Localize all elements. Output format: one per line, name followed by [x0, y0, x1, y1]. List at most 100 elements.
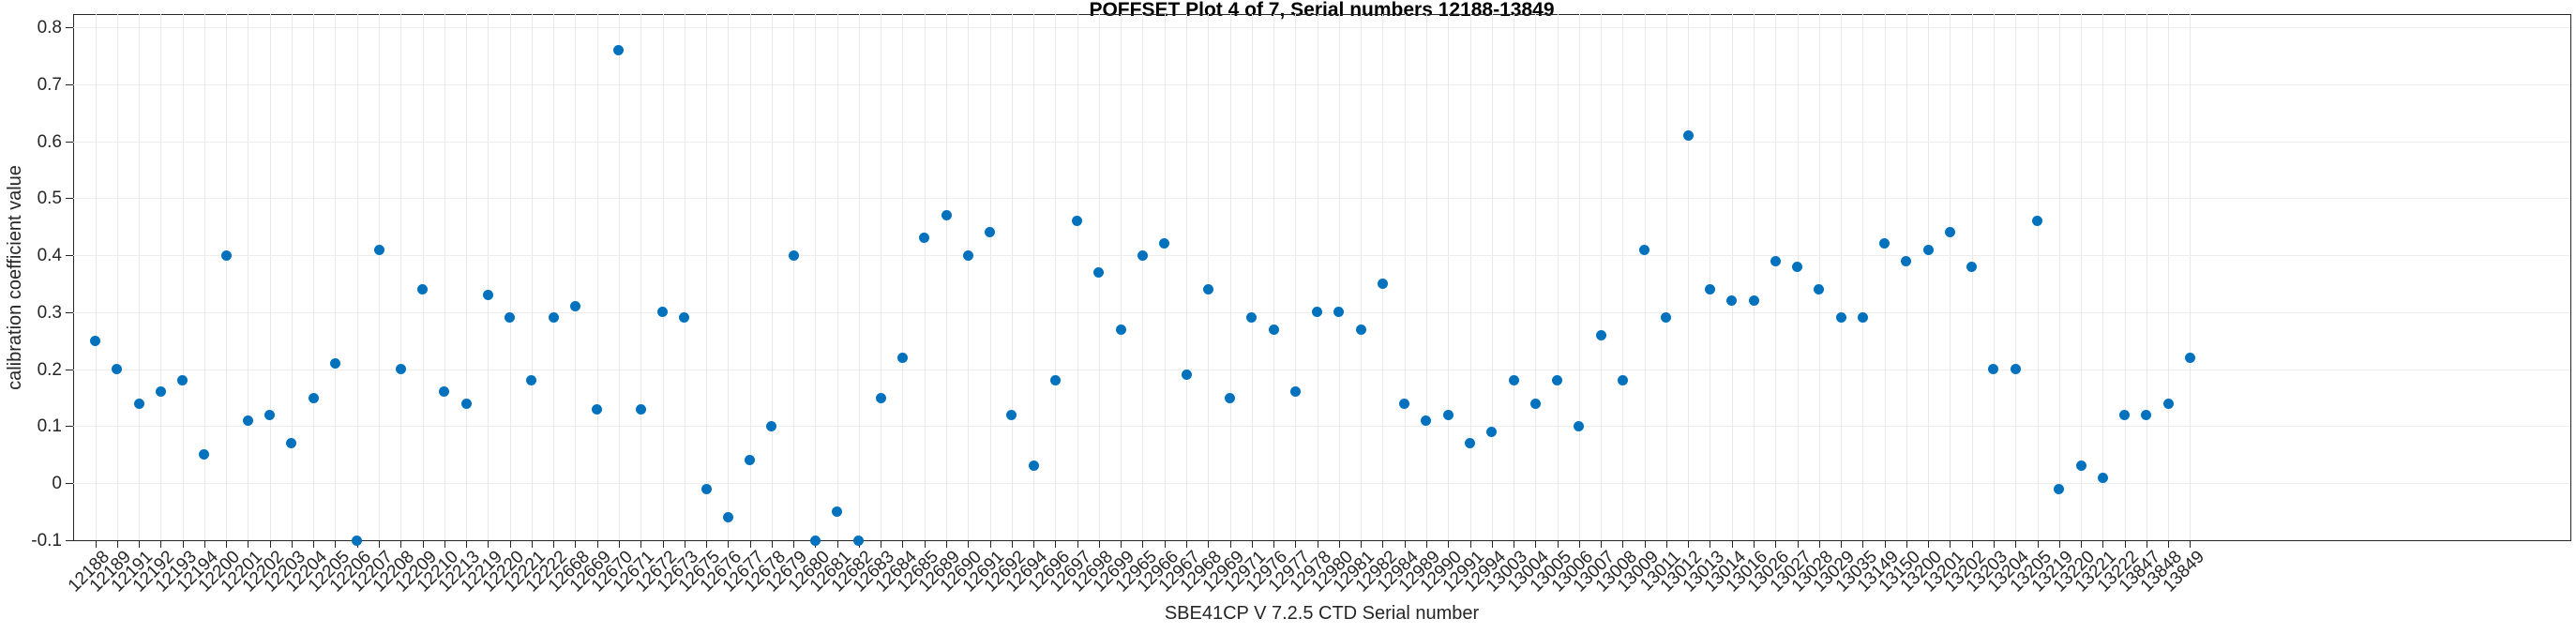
data-point	[1355, 324, 1366, 335]
vertical-gridline	[1251, 14, 1253, 540]
vertical-gridline	[1797, 14, 1799, 540]
vertical-gridline	[1731, 14, 1733, 540]
vertical-gridline	[749, 14, 751, 540]
x-tick-mark	[749, 540, 751, 548]
data-point	[1879, 238, 1891, 249]
data-point	[1115, 324, 1126, 335]
x-tick-mark	[1797, 540, 1799, 548]
x-tick-mark	[1295, 540, 1297, 548]
y-tick-mark	[66, 198, 73, 200]
data-point	[1312, 307, 1323, 318]
y-tick-mark	[66, 255, 73, 257]
vertical-gridline	[400, 14, 402, 540]
vertical-gridline	[1164, 14, 1166, 540]
data-point	[242, 415, 253, 426]
data-point	[1639, 244, 1650, 255]
data-point	[155, 386, 166, 398]
vertical-gridline	[1906, 14, 1907, 540]
vertical-gridline	[1557, 14, 1559, 540]
x-tick-mark	[1142, 540, 1144, 548]
x-tick-mark	[1491, 540, 1493, 548]
x-tick-mark	[1208, 540, 1210, 548]
vertical-gridline	[248, 14, 249, 540]
x-tick-mark	[1338, 540, 1340, 548]
x-tick-mark	[1273, 540, 1275, 548]
data-point	[2184, 353, 2195, 363]
data-point	[1595, 329, 1606, 340]
x-tick-mark	[1688, 540, 1690, 548]
data-point	[1137, 249, 1148, 261]
x-tick-mark	[1077, 540, 1078, 548]
vertical-gridline	[1055, 14, 1057, 540]
data-point	[1159, 238, 1170, 249]
x-tick-mark	[1950, 540, 1951, 548]
y-tick-label: -0.1	[31, 531, 62, 551]
y-tick-label: 0.8	[37, 17, 62, 38]
vertical-gridline	[160, 14, 162, 540]
y-tick-label: 0	[52, 474, 62, 494]
data-point	[1682, 129, 1694, 141]
x-tick-mark	[946, 540, 948, 548]
x-tick-mark	[1055, 540, 1057, 548]
horizontal-gridline	[73, 426, 2570, 428]
y-tick-label: 0.2	[37, 359, 62, 380]
x-tick-mark	[1928, 540, 1930, 548]
vertical-gridline	[531, 14, 533, 540]
horizontal-gridline	[73, 483, 2570, 485]
x-tick-mark	[2015, 540, 2017, 548]
vertical-gridline	[640, 14, 642, 540]
x-tick-mark	[989, 540, 991, 548]
x-tick-mark	[1841, 540, 1843, 548]
vertical-gridline	[1404, 14, 1406, 540]
horizontal-gridline	[73, 141, 2570, 143]
x-tick-mark	[488, 540, 490, 548]
vertical-gridline	[793, 14, 795, 540]
x-tick-mark	[444, 540, 445, 548]
x-tick-mark	[313, 540, 315, 548]
vertical-gridline	[2124, 14, 2126, 540]
x-tick-mark	[1665, 540, 1667, 548]
vertical-gridline	[1382, 14, 1384, 540]
data-point	[1835, 312, 1846, 324]
data-point	[1072, 216, 1083, 227]
x-tick-mark	[2058, 540, 2060, 548]
vertical-gridline	[1928, 14, 1930, 540]
data-point	[1922, 244, 1934, 255]
vertical-gridline	[466, 14, 468, 540]
data-point	[1529, 398, 1541, 409]
data-point	[2141, 409, 2152, 420]
data-point	[919, 233, 930, 244]
data-point	[2075, 460, 2086, 472]
x-tick-mark	[1971, 540, 1973, 548]
y-tick-label: 0.4	[37, 246, 62, 266]
vertical-gridline	[836, 14, 838, 540]
vertical-gridline	[356, 14, 358, 540]
vertical-gridline	[226, 14, 228, 540]
vertical-gridline	[1622, 14, 1624, 540]
x-tick-mark	[291, 540, 293, 548]
x-tick-mark	[95, 540, 97, 548]
data-point	[1988, 364, 1999, 375]
vertical-gridline	[1142, 14, 1144, 540]
y-tick-label: 0.3	[37, 302, 62, 323]
data-point	[1486, 427, 1498, 438]
horizontal-gridline	[73, 255, 2570, 257]
vertical-gridline	[2081, 14, 2083, 540]
vertical-gridline	[1121, 14, 1122, 540]
x-tick-mark	[728, 540, 730, 548]
vertical-gridline	[2037, 14, 2039, 540]
data-point	[264, 409, 276, 420]
x-tick-mark	[182, 540, 184, 548]
vertical-gridline	[95, 14, 97, 540]
data-point	[482, 290, 493, 301]
y-tick-label: 0.6	[37, 131, 62, 152]
vertical-gridline	[509, 14, 511, 540]
data-point	[526, 375, 537, 386]
vertical-gridline	[335, 14, 337, 540]
vertical-gridline	[269, 14, 271, 540]
x-tick-mark	[379, 540, 380, 548]
vertical-gridline	[618, 14, 620, 540]
data-point	[788, 249, 799, 261]
data-point	[679, 312, 690, 324]
